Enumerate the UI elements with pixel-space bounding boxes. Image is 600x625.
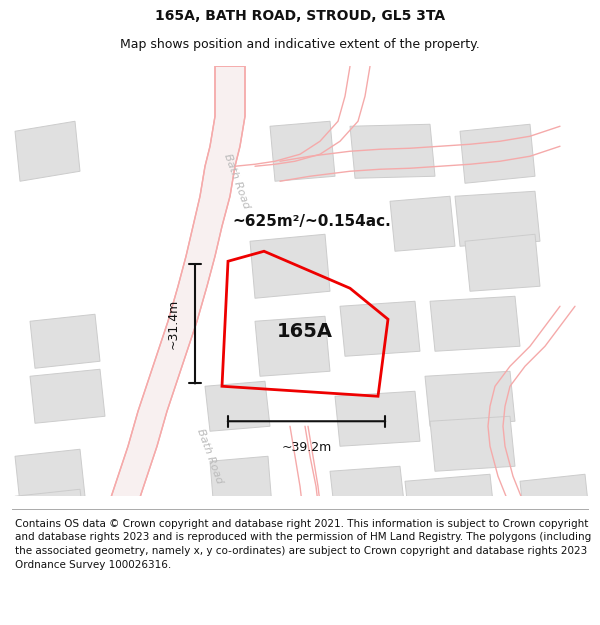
Polygon shape <box>15 449 85 503</box>
Text: Map shows position and indicative extent of the property.: Map shows position and indicative extent… <box>120 38 480 51</box>
Polygon shape <box>98 66 245 536</box>
Polygon shape <box>455 191 540 246</box>
Text: ~625m²/~0.154ac.: ~625m²/~0.154ac. <box>232 214 391 229</box>
Polygon shape <box>390 196 455 251</box>
Polygon shape <box>330 466 405 516</box>
Polygon shape <box>15 121 80 181</box>
Text: 165A: 165A <box>277 322 333 341</box>
Polygon shape <box>430 296 520 351</box>
Text: 165A, BATH ROAD, STROUD, GL5 3TA: 165A, BATH ROAD, STROUD, GL5 3TA <box>155 9 445 23</box>
Text: Bath Road: Bath Road <box>223 152 251 210</box>
Polygon shape <box>430 416 515 471</box>
Text: Bath Road: Bath Road <box>196 428 224 485</box>
Polygon shape <box>350 124 435 178</box>
Text: Contains OS data © Crown copyright and database right 2021. This information is : Contains OS data © Crown copyright and d… <box>15 519 591 569</box>
Polygon shape <box>30 369 105 423</box>
Polygon shape <box>465 234 540 291</box>
Polygon shape <box>205 381 270 431</box>
Polygon shape <box>425 371 515 426</box>
Polygon shape <box>335 391 420 446</box>
Text: ~39.2m: ~39.2m <box>281 441 332 454</box>
Polygon shape <box>340 301 420 356</box>
Polygon shape <box>255 316 330 376</box>
Polygon shape <box>460 124 535 183</box>
Polygon shape <box>30 314 100 368</box>
Polygon shape <box>250 234 330 298</box>
Polygon shape <box>210 456 272 511</box>
Polygon shape <box>520 474 590 528</box>
Polygon shape <box>405 474 495 528</box>
Polygon shape <box>270 121 335 181</box>
Text: ~31.4m: ~31.4m <box>167 299 179 349</box>
Polygon shape <box>15 489 85 538</box>
